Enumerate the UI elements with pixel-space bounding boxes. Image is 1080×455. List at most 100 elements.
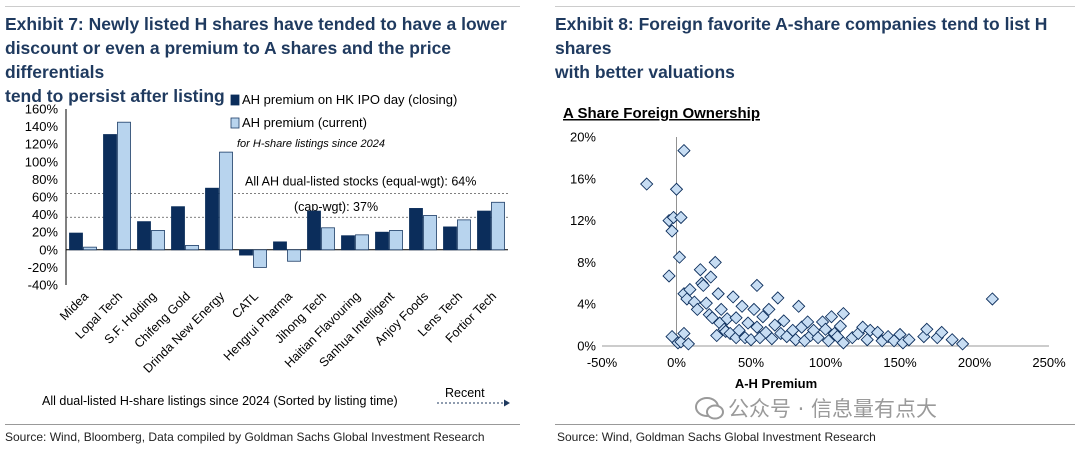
bar-ipo-day — [341, 235, 355, 251]
scatter-point — [640, 177, 654, 191]
scatter-point — [669, 182, 684, 196]
legend-swatch — [230, 117, 240, 129]
source-rule — [5, 424, 520, 425]
scatter-point — [711, 287, 725, 301]
x-tick-label: -50% — [587, 355, 618, 370]
bar-ipo-day — [409, 208, 423, 251]
scatter-point — [677, 326, 691, 341]
bar-ipo-day — [239, 249, 253, 256]
x-axis-label: A-H Premium — [735, 376, 817, 391]
scatter-point — [705, 311, 719, 325]
exhibit-8-source: Source: Wind, Goldman Sachs Global Inves… — [557, 430, 876, 444]
legend-label: AH premium (current) — [242, 115, 367, 130]
y-tick-label: 160% — [25, 102, 59, 117]
y-tick-label: 20% — [570, 130, 596, 145]
exhibit-7-source: Source: Wind, Bloomberg, Data compiled b… — [5, 430, 485, 444]
scatter-point — [696, 278, 710, 293]
bar-current — [83, 246, 97, 251]
scatter-point — [741, 316, 755, 330]
scatter-point — [792, 299, 806, 313]
y-tick-label: 60% — [32, 190, 58, 205]
bar-current — [185, 244, 199, 251]
bar-current — [491, 201, 505, 251]
scatter-point — [665, 224, 679, 238]
bar-ipo-day — [375, 231, 389, 251]
bar-ipo-day — [443, 226, 457, 251]
scatter-point — [818, 322, 833, 336]
scatter-point — [674, 210, 688, 225]
bar-ipo-day — [103, 134, 117, 251]
footer-note: All dual-listed H-share listings since 2… — [42, 394, 398, 408]
scatter-point — [871, 325, 885, 340]
y-tick-label: 40% — [32, 207, 58, 222]
scatter-point — [789, 333, 803, 347]
bar-current — [117, 121, 131, 251]
scatter-point — [935, 325, 949, 340]
top-rule — [5, 6, 520, 7]
exhibit-7-panel: Exhibit 7: Newly listed H shares have te… — [0, 0, 530, 455]
bar-ipo-day — [477, 210, 491, 251]
legend-swatch — [230, 94, 240, 106]
exhibit-8-title: Exhibit 8: Foreign favorite A-share comp… — [555, 14, 1048, 82]
x-tick-label: 150% — [883, 355, 917, 370]
scatter-title: A Share Foreign Ownership — [563, 105, 760, 122]
x-tick-label: 100% — [809, 355, 843, 370]
scatter-point — [920, 322, 934, 336]
scatter-point — [710, 328, 724, 343]
legend-note: for H-share listings since 2024 — [237, 138, 385, 150]
scatter-point — [708, 255, 722, 270]
scatter-point — [662, 269, 676, 283]
reference-label-cap: (cap-wgt): 37% — [294, 200, 378, 214]
scatter-point — [824, 310, 839, 324]
scatter-point — [714, 302, 728, 317]
legend-label: AH premium on HK IPO day (closing) — [242, 92, 457, 107]
scatter-point — [683, 282, 697, 297]
scatter-point — [747, 302, 761, 317]
y-tick-label: -40% — [28, 278, 59, 293]
recent-arrow-head — [504, 399, 510, 407]
bar-current — [389, 230, 403, 251]
exhibit-8-panel: Exhibit 8: Foreign favorite A-share comp… — [552, 0, 1080, 455]
bar-current — [321, 227, 335, 251]
scatter-point — [762, 302, 776, 317]
scatter-point — [735, 299, 749, 313]
y-tick-label: 12% — [570, 213, 596, 228]
y-tick-label: 8% — [577, 255, 596, 270]
wechat-icon — [695, 397, 724, 420]
top-rule — [555, 6, 1075, 7]
watermark-text: 公众号 · 信息量有点大 — [728, 397, 938, 421]
scatter-chart: A Share Foreign Ownership 20% 16% 12% 8% 4% 0%… — [563, 105, 1066, 391]
scatter-point — [729, 311, 743, 325]
scatter-point — [955, 337, 970, 351]
bar-current — [219, 151, 233, 251]
scatter-point — [750, 278, 764, 293]
scatter-point — [750, 320, 764, 334]
y-tick-label: 80% — [32, 172, 58, 187]
scatter-point — [800, 315, 815, 329]
bar-ipo-day — [273, 241, 287, 251]
bar-current — [287, 249, 301, 262]
bar-current — [457, 219, 471, 251]
y-tick-label: 20% — [32, 225, 58, 240]
bar-ipo-day — [205, 187, 219, 251]
scatter-point — [690, 302, 704, 317]
x-tick-label: 50% — [738, 355, 764, 370]
scatter-point — [836, 306, 851, 321]
scatter-point — [836, 336, 851, 350]
exhibit-7-title: Exhibit 7: Newly listed H shares have te… — [5, 14, 507, 106]
scatter-point — [677, 143, 691, 158]
bar-current — [253, 249, 267, 268]
scatter-point — [771, 291, 785, 305]
scatter-point — [693, 263, 707, 277]
y-tick-label: -20% — [28, 260, 59, 275]
y-tick-label: 140% — [25, 119, 59, 134]
bar-ipo-day — [307, 210, 321, 251]
scatter-point — [945, 333, 959, 347]
scatter-point — [765, 332, 779, 346]
scatter-point — [672, 250, 687, 264]
scatter-point — [777, 314, 791, 328]
y-tick-label: 4% — [577, 297, 596, 312]
recent-label: Recent — [445, 386, 485, 400]
scatter-point — [704, 270, 718, 284]
y-tick-label: 120% — [25, 137, 59, 152]
